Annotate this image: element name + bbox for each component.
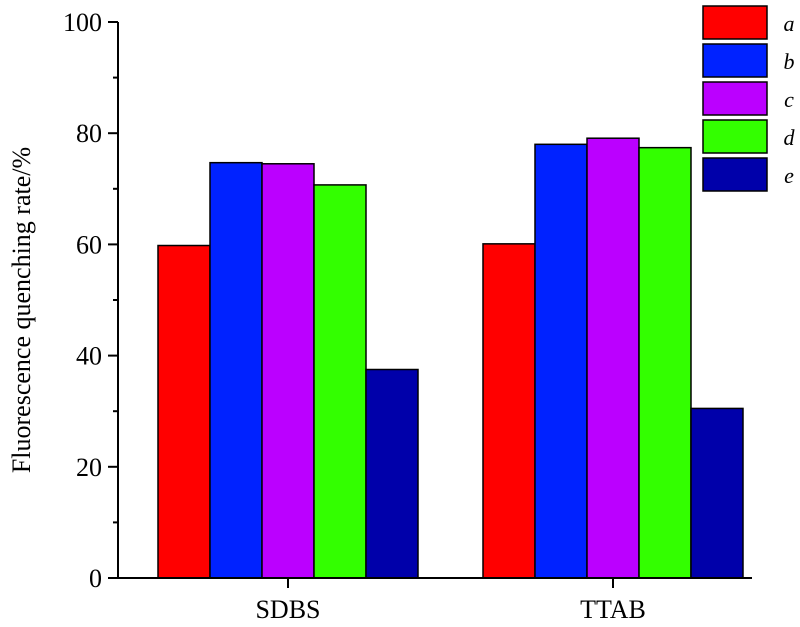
y-tick-label: 60 — [76, 230, 102, 259]
bar-sdbs-d — [313, 184, 367, 579]
legend-label-d: d — [784, 125, 796, 150]
bar-ttab-b — [534, 143, 588, 579]
bars-group — [157, 137, 744, 579]
legend-swatch-d — [702, 119, 768, 154]
y-axis-title: Fluorescence quenching rate/% — [7, 147, 36, 473]
y-tick-label: 100 — [63, 8, 102, 37]
x-tick-label-sdbs: SDBS — [255, 595, 320, 624]
legend-label-e: e — [784, 163, 794, 188]
bar-sdbs-c — [261, 163, 315, 579]
y-tick-label: 80 — [76, 119, 102, 148]
bar-sdbs-a — [157, 244, 211, 579]
legend-label-c: c — [784, 87, 794, 112]
x-tick-label-ttab: TTAB — [580, 595, 646, 624]
bar-ttab-d — [638, 146, 692, 579]
bar-sdbs-e — [365, 368, 419, 579]
bar-ttab-c — [586, 137, 640, 579]
legend-swatch-b — [702, 43, 768, 78]
legend-swatch-a — [702, 5, 768, 40]
bar-sdbs-b — [209, 161, 263, 579]
legend-label-a: a — [784, 11, 795, 36]
bar-ttab-e — [690, 407, 744, 579]
y-ticks-group: 0 20 40 60 80 100 — [63, 8, 118, 593]
x-ticks-group: SDBS TTAB — [255, 578, 646, 624]
legend-swatch-c — [702, 81, 768, 116]
legend-swatch-e — [702, 157, 768, 192]
legend-label-b: b — [784, 49, 795, 74]
y-tick-label: 0 — [89, 564, 102, 593]
bar-ttab-a — [482, 243, 536, 579]
y-tick-label: 40 — [76, 342, 102, 371]
y-tick-label: 20 — [76, 453, 102, 482]
